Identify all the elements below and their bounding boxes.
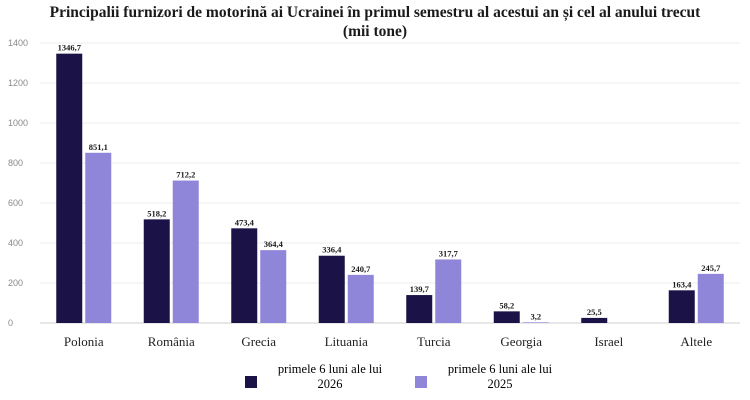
bar-2025-Altele bbox=[697, 273, 724, 323]
x-tick-label: Israel bbox=[594, 334, 623, 349]
bar-2026-Altele bbox=[668, 290, 695, 323]
y-tick-label: 1000 bbox=[8, 118, 28, 128]
legend-item-2026: primele 6 luni ale lui 2026 bbox=[245, 362, 385, 392]
legend-swatch-2025 bbox=[415, 376, 427, 388]
data-label: 25,5 bbox=[587, 307, 602, 317]
bar-2026-România bbox=[143, 219, 170, 323]
x-tick-label: România bbox=[148, 334, 195, 349]
legend-swatch-2026 bbox=[245, 376, 257, 388]
x-tick-label: Altele bbox=[680, 334, 712, 349]
legend-item-2025: primele 6 luni ale lui 2025 bbox=[415, 362, 555, 392]
bar-2025-Georgia bbox=[522, 322, 549, 323]
bar-2026-Lituania bbox=[318, 255, 345, 323]
x-axis: Polonia România Grecia Lituania Turcia Georgi… bbox=[64, 334, 712, 349]
bar-2026-Grecia bbox=[231, 228, 258, 323]
bar-2025-Turcia bbox=[435, 259, 462, 323]
chart-subtitle: (mii tone) bbox=[342, 23, 408, 40]
x-tick-label: Grecia bbox=[241, 334, 276, 349]
legend-label-2026: primele 6 luni ale lui 2026 bbox=[277, 362, 383, 391]
chart-title-text: Principalii furnizori de motorină ai Ucr… bbox=[49, 4, 701, 21]
x-tick-label: Georgia bbox=[500, 334, 542, 349]
y-axis: 0 200 400 600 800 1000 1200 1400 bbox=[8, 38, 28, 328]
bar-2025-Polonia bbox=[85, 152, 112, 323]
y-tick-label: 1200 bbox=[8, 78, 28, 88]
bar-2026-Polonia bbox=[56, 53, 83, 323]
data-label: 473,4 bbox=[235, 217, 255, 227]
data-label: 518,2 bbox=[147, 208, 166, 218]
data-label: 240,7 bbox=[351, 264, 371, 274]
y-tick-label: 400 bbox=[8, 238, 23, 248]
data-label: 3,2 bbox=[530, 311, 541, 321]
data-label: 712,2 bbox=[176, 170, 195, 180]
bar-2026-Turcia bbox=[406, 295, 433, 323]
bar-2026-Georgia bbox=[493, 311, 520, 323]
chart-title: Principalii furnizori de motorină ai Ucr… bbox=[0, 3, 750, 41]
bar-2025-Grecia bbox=[260, 250, 287, 323]
x-tick-label: Turcia bbox=[417, 334, 451, 349]
data-label: 851,1 bbox=[89, 142, 108, 152]
data-labels: 1346,7 851,1 518,2 712,2 473,4 364,4 336,4 240,… bbox=[58, 43, 722, 322]
data-label: 245,7 bbox=[701, 263, 721, 273]
y-tick-label: 1400 bbox=[8, 38, 28, 48]
y-tick-label: 0 bbox=[8, 318, 13, 328]
y-tick-label: 200 bbox=[8, 278, 23, 288]
data-label: 1346,7 bbox=[58, 43, 82, 53]
data-label: 317,7 bbox=[439, 248, 459, 258]
bar-2025-România bbox=[172, 180, 199, 323]
data-label: 364,4 bbox=[264, 239, 284, 249]
bars bbox=[56, 53, 724, 323]
legend-label-2025: primele 6 luni ale lui 2025 bbox=[447, 362, 553, 391]
bar-2026-Israel bbox=[581, 317, 608, 323]
data-label: 336,4 bbox=[322, 245, 342, 255]
x-tick-label: Polonia bbox=[64, 334, 104, 349]
data-label: 139,7 bbox=[410, 284, 430, 294]
bar-2025-Lituania bbox=[347, 274, 374, 323]
data-label: 163,4 bbox=[672, 279, 692, 289]
data-label: 58,2 bbox=[499, 300, 514, 310]
x-tick-label: Lituania bbox=[325, 334, 369, 349]
y-tick-label: 800 bbox=[8, 158, 23, 168]
y-tick-label: 600 bbox=[8, 198, 23, 208]
